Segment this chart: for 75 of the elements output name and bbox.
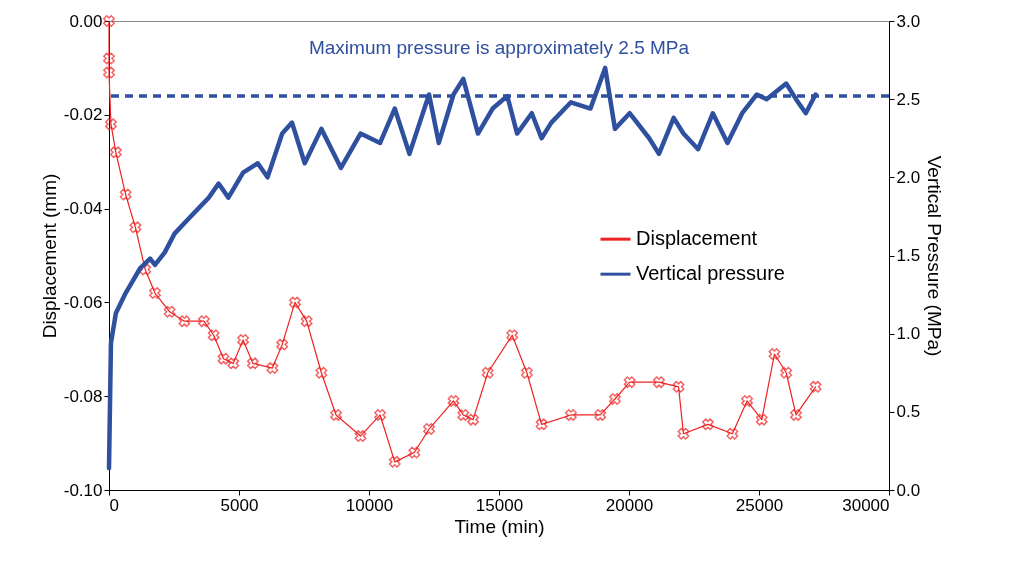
x-tick-label: 10000 [345,495,394,515]
point [726,427,739,440]
point [227,357,240,370]
point [237,333,250,346]
y-tick-label: 0.00 [69,11,103,31]
y2-tick-label: 0.0 [896,480,921,500]
y2-tick-label: 3.0 [896,11,921,31]
point [197,315,210,328]
point [300,315,313,328]
point [330,409,342,421]
point [467,413,479,426]
y2-tick-label: 0.5 [896,402,921,422]
x-tick-label: 0 [109,495,119,515]
point [677,427,690,440]
x-axis-title: Time (min) [454,515,545,537]
y2-tick-label: 1.5 [896,246,921,265]
point [129,221,142,234]
point [103,66,115,79]
point [289,296,301,309]
point [701,418,714,431]
point [109,146,122,159]
point [163,305,176,318]
point [246,357,259,370]
point [315,366,328,379]
point [354,430,367,443]
y2-tick-label: 2.0 [896,167,921,187]
point [672,380,685,393]
point [481,366,494,379]
point [423,423,435,435]
x-tick-label: 25000 [735,495,784,515]
point [457,409,470,421]
point [520,366,533,379]
x-tick-label: 5000 [220,495,259,515]
y2-tick-label: 2.5 [896,89,921,109]
point [623,376,636,389]
point [119,188,132,201]
point [374,409,387,421]
legend-label: Vertical pressure [636,262,785,285]
point [755,413,768,426]
point [178,315,191,328]
point [447,394,460,407]
point [103,15,115,27]
legend-label: Displacement [636,227,758,250]
point [266,362,279,374]
point [653,376,665,389]
point [103,52,115,65]
point [780,366,793,379]
y2-tick-label: 1.0 [896,324,921,344]
point [809,380,822,393]
point [506,329,519,342]
y-tick-label: -0.10 [63,480,103,500]
point [768,348,781,360]
point [207,329,220,342]
y-tick-label: -0.06 [63,292,103,312]
y2-axis-title: Vertical Pressure (MPa) [924,155,946,357]
point [535,418,548,431]
point [790,409,802,421]
point [149,287,161,299]
x-tick-label: 30000 [842,495,890,515]
y-tick-label: -0.08 [63,386,103,406]
y-axis-title: Displacement (mm) [38,173,60,339]
y-tick-label: -0.04 [63,199,103,219]
point [217,352,230,365]
y-tick-label: -0.02 [63,105,103,125]
point [408,446,421,459]
point [594,409,607,421]
x-tick-label: 15000 [475,495,524,515]
x-tick-label: 20000 [605,495,654,515]
point [105,118,117,131]
point [276,338,289,351]
point [388,455,401,468]
point [741,394,754,407]
point [609,393,621,405]
point [564,409,577,421]
annotation: Maximum pressure is approximately 2.5 MPa [308,37,690,58]
